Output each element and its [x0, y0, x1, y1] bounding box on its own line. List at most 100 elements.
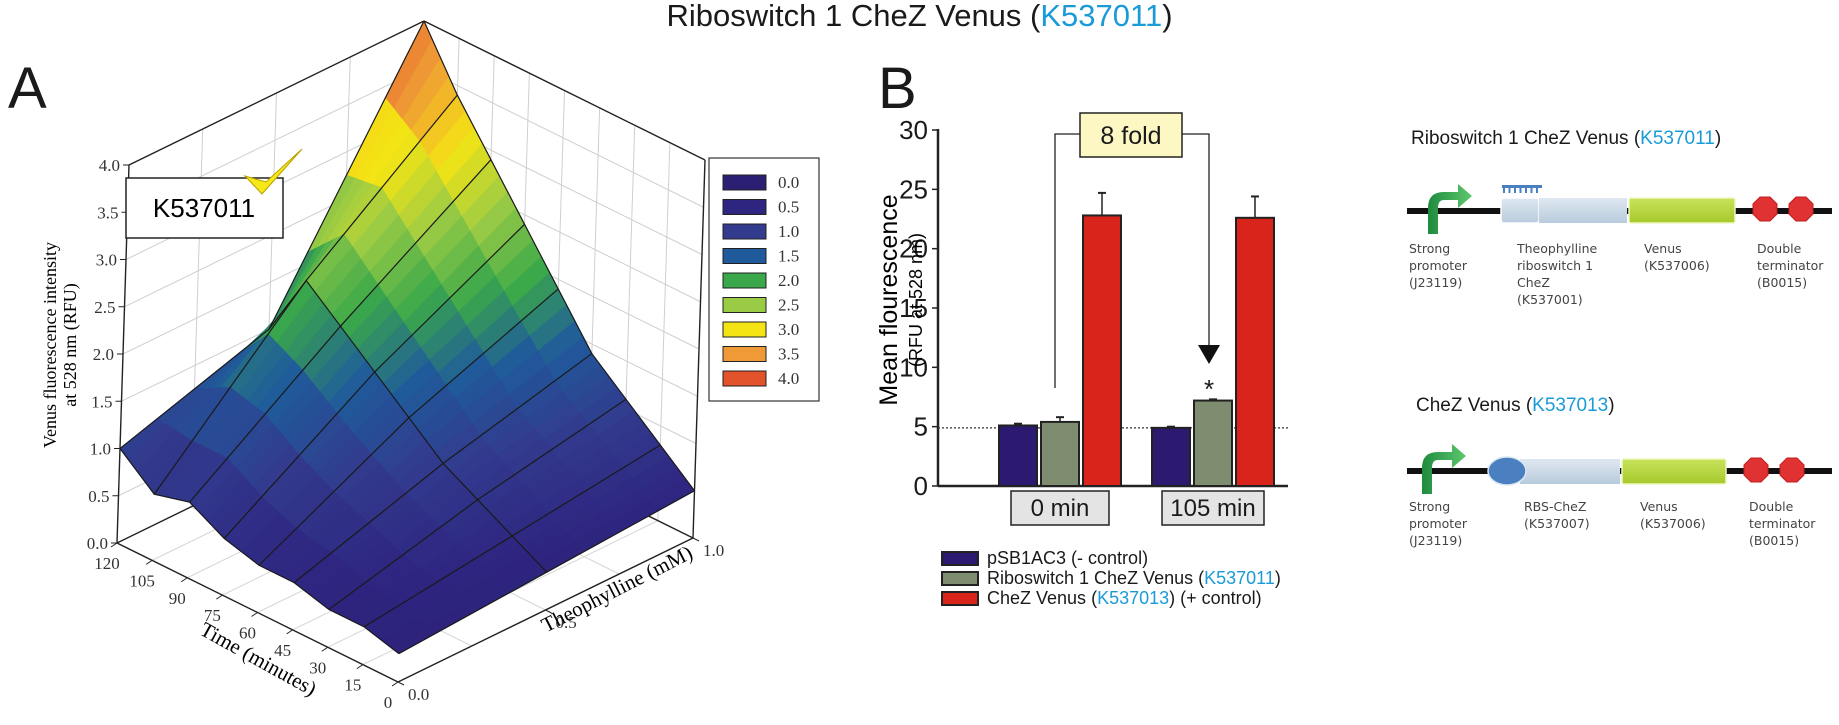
z-tick-label: 3.0 [96, 251, 117, 270]
legend-swatch [941, 570, 979, 586]
bar-axes: 0 5 10 15 20 25 30 [899, 115, 1288, 501]
legend-label: 3.5 [778, 345, 799, 364]
legend-swatch [941, 590, 979, 606]
riboswitch-tooth [1514, 185, 1516, 193]
category-label-box [1161, 490, 1265, 526]
construct-title-text: Riboswitch 1 CheZ Venus ( [1411, 128, 1641, 149]
legend-swatch [722, 297, 767, 313]
z-tick-label: 0.0 [87, 534, 108, 553]
tick [110, 542, 118, 548]
bar [1040, 420, 1080, 488]
chez-part [1539, 198, 1627, 223]
part-label-venus: Venus (K537006) [1640, 499, 1706, 531]
legend-swatch [722, 272, 767, 289]
tick [286, 629, 293, 635]
construct-title-suffix: ) [1608, 395, 1615, 416]
annotation-callout: K537011 [125, 148, 303, 239]
tick [391, 681, 399, 687]
venus-part [1621, 458, 1727, 485]
bar-series: 0 min 105 min [998, 191, 1275, 526]
legend-swatch [722, 223, 767, 240]
check-icon [243, 148, 303, 195]
y-tick-label: 10 [899, 352, 928, 382]
y-tick-label: 0.5 [556, 613, 577, 632]
mesh-line [119, 448, 400, 655]
panel-a-label: A [8, 56, 47, 121]
surface-mesh [119, 20, 695, 655]
surface-ticks: 0.0 0.5 1.0 1.5 2.0 2.5 3.0 3.5 4.0 0 15 30 45 60 75 90… [87, 156, 725, 712]
mesh-line [423, 20, 695, 492]
legend-label: 0.0 [778, 173, 799, 192]
panel-b-label: B [878, 56, 917, 121]
legend-label: 1.0 [778, 222, 799, 241]
riboswitch-tooth [1503, 185, 1505, 193]
legend-swatch [941, 550, 979, 566]
legend-swatch [722, 321, 767, 338]
y-tick-label: 1.0 [703, 541, 724, 560]
rbs-icon [1487, 456, 1527, 486]
legend-item-positive-control: CheZ Venus (K537013) (+ control) [941, 588, 1281, 608]
legend-label: 3.0 [778, 320, 799, 339]
legend-label: pSB1AC3 (- control) [987, 548, 1149, 568]
part-label-terminator: Double terminator (B0015) [1749, 499, 1816, 548]
arrow-down-icon [1198, 345, 1220, 364]
tick [251, 612, 258, 617]
fold-bracket-left [1054, 133, 1080, 388]
promoter-arrow-icon [1422, 444, 1466, 494]
y-tick-label: 0 [914, 471, 928, 501]
surface-legend: 0.0 0.5 1.0 1.5 2.0 2.5 3.0 3.5 4.0 [708, 157, 820, 402]
x-tick-label: 0 [384, 693, 393, 712]
construct-part-id: K537011 [1640, 128, 1715, 149]
legend-item-riboswitch: Riboswitch 1 CheZ Venus (K537011) [941, 568, 1281, 588]
frame-edge [128, 20, 425, 166]
annotation-text: K537011 [153, 193, 255, 223]
bar [1151, 426, 1191, 487]
construct-1-diagram [1407, 184, 1832, 234]
x-tick-label: 30 [309, 658, 326, 677]
z-tick-label: 3.5 [97, 203, 118, 222]
y-tick-label: 15 [899, 293, 928, 323]
legend-swatch [722, 174, 767, 191]
x-category-label: 0 min [1031, 495, 1090, 522]
tick [180, 577, 188, 583]
chez-part [1520, 459, 1620, 484]
construct-title-text: CheZ Venus ( [1416, 395, 1533, 416]
x-tick-label: 45 [274, 641, 291, 660]
tick [321, 646, 329, 652]
z-tick-label: 2.0 [93, 345, 114, 364]
tick [356, 664, 364, 670]
significance-marker: * [1204, 374, 1214, 404]
figure-title-suffix: ) [1162, 0, 1173, 33]
legend-label: 2.5 [778, 296, 799, 315]
z-tick-label: 1.5 [91, 392, 112, 411]
part-label-promoter: Strong promoter (J23119) [1409, 241, 1468, 290]
z-tick-label: 1.0 [90, 440, 111, 459]
x-tick-label: 90 [169, 589, 186, 608]
frame-edge [692, 159, 706, 539]
legend-swatch [722, 248, 767, 264]
z-axis-label-line2: at 528 nm (RFU) [60, 283, 81, 407]
legend-swatch [722, 370, 767, 387]
part-label-venus: Venus (K537006) [1644, 241, 1710, 273]
x-tick-label: 75 [204, 606, 221, 625]
riboswitch-tooth [1530, 185, 1533, 193]
y-axis-label: Mean flourescence [875, 194, 903, 405]
y-tick-label: 0.0 [408, 685, 429, 704]
figure-title: Riboswitch 1 CheZ Venus (K537011) [0, 0, 1839, 34]
part-label-promoter: Strong promoter (J23119) [1409, 499, 1468, 548]
surface-chart: 0.0 0.5 1.0 1.5 2.0 2.5 3.0 3.5 4.0 0 15 30 45 60 75 90… [40, 20, 820, 712]
tick [692, 537, 700, 542]
terminator-icon [1788, 196, 1814, 222]
figure-title-text: Riboswitch 1 CheZ Venus ( [666, 0, 1041, 33]
y-axis-sublabel: (RFU at 528 nm) [906, 233, 926, 367]
tick [397, 681, 405, 686]
legend-label: 1.5 [778, 247, 799, 266]
part-label-terminator: Double terminator (B0015) [1757, 241, 1824, 290]
riboswitch-tooth [1508, 185, 1511, 193]
y-tick-label: 30 [899, 115, 928, 145]
frame-edge [423, 20, 706, 161]
legend-label: 2.0 [778, 271, 799, 290]
riboswitch-tooth [1519, 185, 1522, 193]
construct-2-diagram [1407, 444, 1832, 494]
figure-title-part-id: K537011 [1040, 0, 1163, 33]
